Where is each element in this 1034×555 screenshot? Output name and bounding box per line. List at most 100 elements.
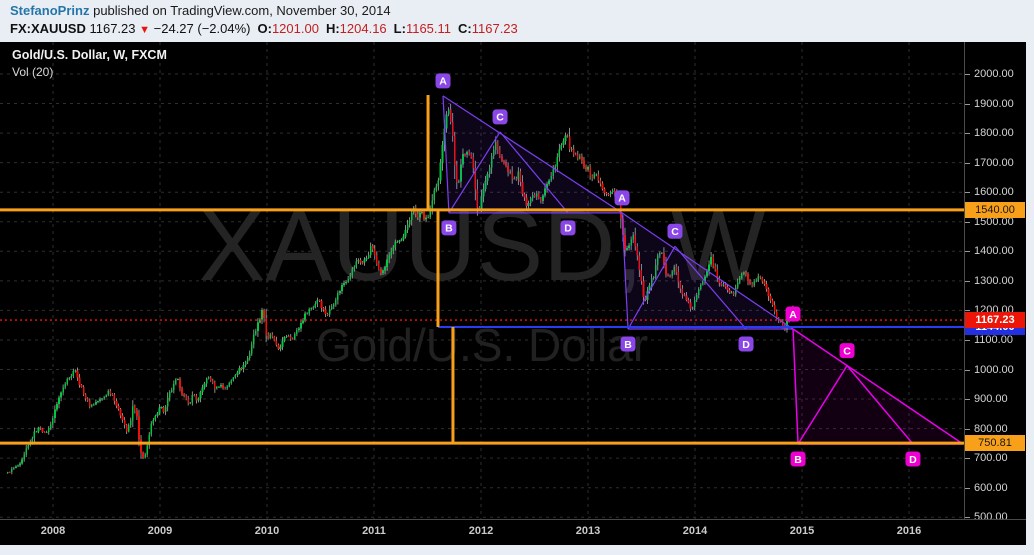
abcd-triangle-2-line-BC xyxy=(627,245,676,330)
price-down-arrow-icon: ▼ xyxy=(139,24,151,36)
price-tick-mark xyxy=(965,339,970,341)
price-tick-label: 2000.00 xyxy=(974,68,1014,80)
time-axis[interactable]: 2008 2009 2010 2011 2012 2013 2014 2015 2016 xyxy=(0,519,1026,545)
resistance-1540-axis-label: 1540.00 xyxy=(965,201,1025,218)
grid xyxy=(0,42,964,519)
abcd-triangle-1-badge-b[interactable]: B xyxy=(441,220,457,236)
high-key: H: xyxy=(325,21,340,36)
price-tick-label: 1700.00 xyxy=(974,156,1014,169)
price-tick-label: 1600.00 xyxy=(974,186,1014,199)
price-tick-mark xyxy=(965,517,970,519)
price-tick-label: 1300.00 xyxy=(974,274,1014,287)
price-tick-mark xyxy=(965,103,970,105)
header: StefanoPrinz published on TradingView.co… xyxy=(0,0,1034,42)
open-key: O: xyxy=(257,21,272,36)
abcd-triangle-3-badge-d[interactable]: D xyxy=(905,451,921,467)
candles xyxy=(6,109,794,474)
volume-indicator-label: Vol (20) xyxy=(12,65,54,79)
pattern-badges: A B C D A B C D A B C D xyxy=(435,73,921,467)
svg-text:B: B xyxy=(445,223,453,235)
price-tick-label: 1900.00 xyxy=(974,97,1014,110)
abcd-triangle-2-badge-b[interactable]: B xyxy=(620,336,636,352)
price-tick-mark xyxy=(965,280,970,282)
abcd-triangle-3-badge-a[interactable]: A xyxy=(785,306,801,322)
price-levels xyxy=(0,94,964,445)
price-tick-mark xyxy=(965,133,970,135)
publish-info: StefanoPrinz published on TradingView.co… xyxy=(10,3,391,18)
abcd-triangle-3-line-AE xyxy=(792,328,964,445)
abcd-triangle-2-badge-a[interactable]: A xyxy=(614,190,630,206)
abcd-triangle-2-line-AE xyxy=(621,212,794,330)
open-value: 1201.00 xyxy=(271,21,319,36)
svg-text:D: D xyxy=(742,339,750,351)
price-tick-mark xyxy=(965,74,970,75)
abcd-triangle-1-line-AB xyxy=(442,95,450,213)
svg-text:C: C xyxy=(843,345,851,357)
year-label-2015: 2015 xyxy=(789,525,815,537)
low-value: 1165.11 xyxy=(405,21,452,36)
year-label-2011: 2011 xyxy=(362,525,386,537)
svg-text:A: A xyxy=(618,193,626,205)
abcd-triangle-2-line-AB xyxy=(621,212,629,330)
chart-legend: Gold/U.S. Dollar, W, FXCM Vol (20) xyxy=(12,48,167,79)
price-tick-label: 900.00 xyxy=(974,393,1008,406)
chart-title: Gold/U.S. Dollar, W, FXCM xyxy=(12,48,167,62)
abcd-triangle-2-line-CD xyxy=(674,245,747,330)
low-key: L: xyxy=(393,21,406,36)
high-value: 1204.16 xyxy=(339,21,387,36)
abcd-triangle-3-badge-b[interactable]: B xyxy=(790,451,806,467)
svg-text:D: D xyxy=(564,223,572,235)
published-text: published on TradingView.com, November 3… xyxy=(93,3,391,18)
year-label-2012: 2012 xyxy=(468,525,494,537)
price-tick-mark xyxy=(965,162,970,164)
year-label-2008: 2008 xyxy=(40,525,66,537)
right-page-margin xyxy=(1026,42,1034,555)
abcd-triangle-3-line-BC xyxy=(797,365,848,445)
svg-text:B: B xyxy=(794,454,802,466)
svg-text:C: C xyxy=(496,112,504,124)
abcd-triangle-2-badge-d[interactable]: D xyxy=(738,336,754,352)
last-price-axis-label: 1167.23 xyxy=(965,312,1025,329)
abcd-triangle-1-badge-d[interactable]: D xyxy=(560,220,576,236)
chart-background xyxy=(0,42,1026,545)
close-key: C: xyxy=(458,21,472,36)
symbol-quote-row: FX:XAUUSD 1167.23 ▼ −24.27 (−2.04%) O:120… xyxy=(10,21,518,36)
svg-text:D: D xyxy=(909,454,917,466)
price-tick-label: 1000.00 xyxy=(974,363,1014,376)
price-tick-label: 1800.00 xyxy=(974,127,1014,140)
price-tick-label: 700.00 xyxy=(974,452,1008,465)
price-tick-mark xyxy=(965,399,970,401)
abcd-triangle-3-line-AB xyxy=(792,328,799,444)
price-tick-mark xyxy=(965,458,970,460)
abcd-triangle-1-line-AE xyxy=(442,95,623,214)
price-tick-mark xyxy=(965,487,970,489)
price-tick-label: 1500.00 xyxy=(974,215,1014,228)
abcd-patterns xyxy=(442,95,964,445)
abcd-triangle-3-badge-c[interactable]: C xyxy=(839,343,855,359)
price-tick-mark xyxy=(965,192,970,194)
close-value: 1167.23 xyxy=(471,21,518,36)
abcd-triangle-1-badge-a[interactable]: A xyxy=(435,73,451,89)
price-axis[interactable]: 2000.00 1900.00 1800.00 1700.00 1600.00 1500.… xyxy=(964,42,1026,545)
year-label-2016: 2016 xyxy=(896,525,922,537)
abcd-triangle-1-badge-c[interactable]: C xyxy=(492,109,508,125)
price-tick-label: 1100.00 xyxy=(974,333,1013,346)
abcd-triangle-1-line-CD xyxy=(499,131,569,214)
svg-text:A: A xyxy=(439,76,447,88)
year-label-2010: 2010 xyxy=(254,525,280,537)
bottom-page-margin xyxy=(0,545,1034,555)
svg-text:C: C xyxy=(671,226,679,238)
price-tick-mark xyxy=(965,221,970,223)
last-price-value: 1167.23 xyxy=(89,21,136,36)
year-label-2014: 2014 xyxy=(682,525,708,537)
year-label-2013: 2013 xyxy=(575,525,601,537)
abcd-triangle-1-line-BC xyxy=(448,131,501,214)
price-tick-mark xyxy=(965,369,970,371)
price-change: −24.27 (−2.04%) xyxy=(153,21,251,36)
price-tick-mark xyxy=(965,428,970,430)
price-tick-label: 800.00 xyxy=(974,422,1008,435)
author-link[interactable]: StefanoPrinz xyxy=(10,3,90,18)
abcd-triangle-2-badge-c[interactable]: C xyxy=(667,223,683,239)
